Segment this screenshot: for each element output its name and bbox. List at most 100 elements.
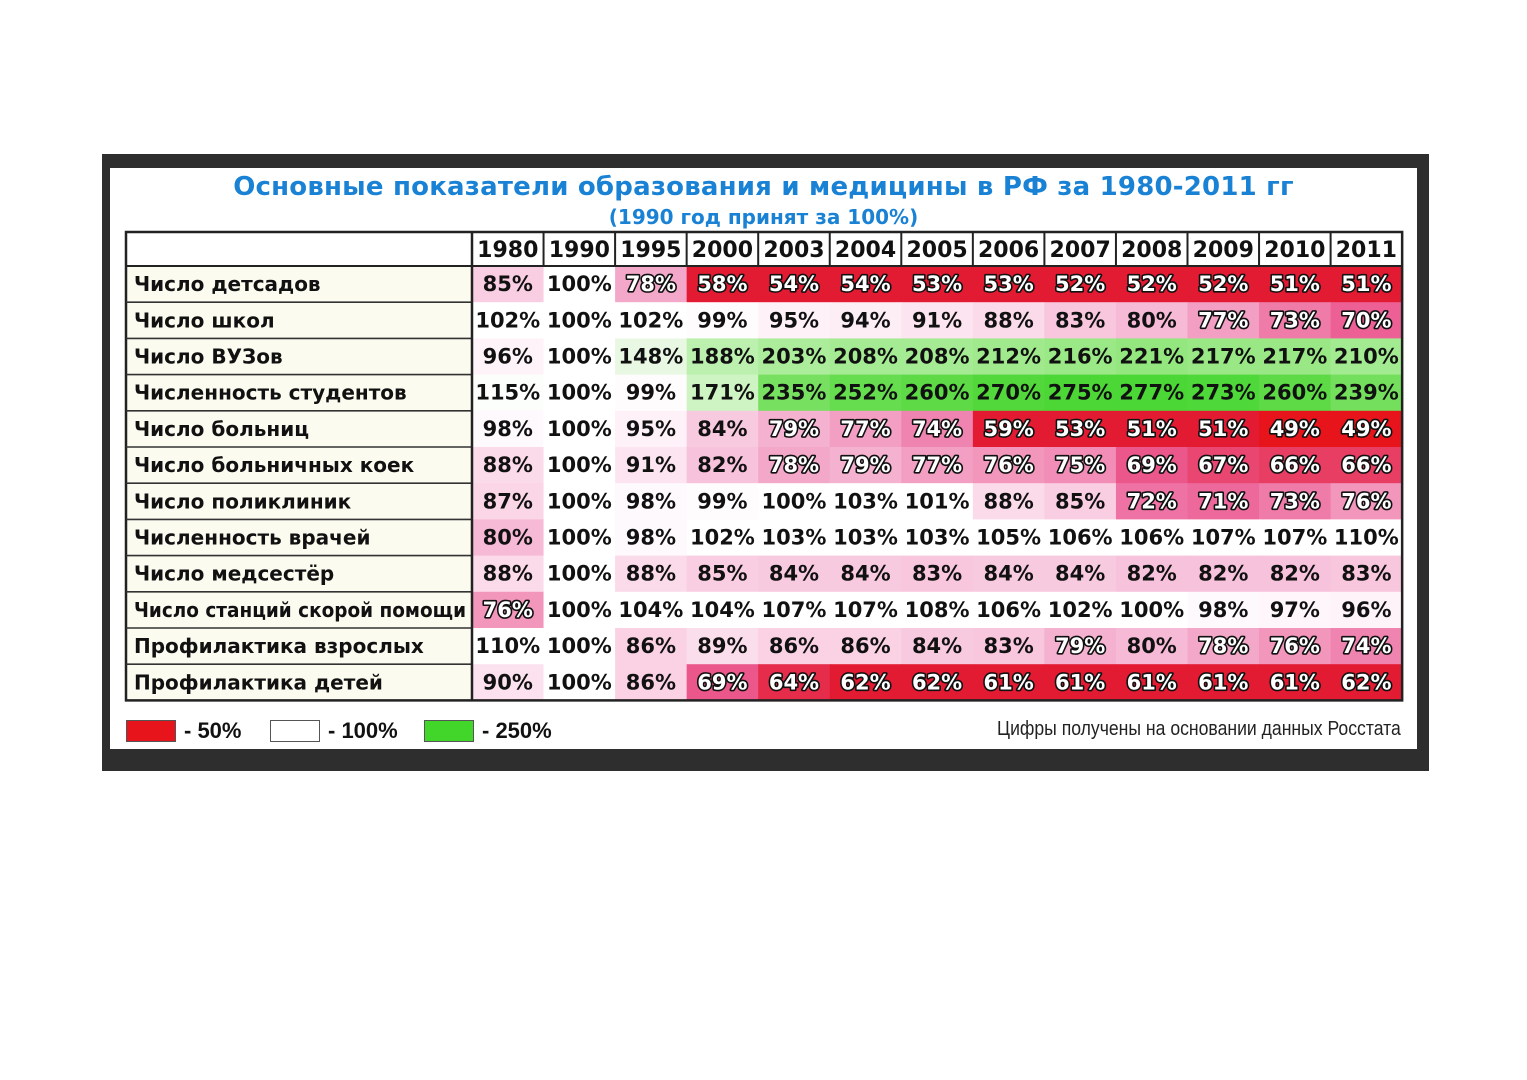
row-label-cell xyxy=(126,338,472,375)
value-label: 101% xyxy=(905,489,970,513)
value-cell-bg xyxy=(972,555,1045,593)
legend-swatch-green xyxy=(424,720,474,742)
value-cell-bg xyxy=(901,266,974,303)
value-label: 260% xyxy=(905,381,970,405)
row-label-cell xyxy=(126,410,472,447)
value-label: 54% xyxy=(840,272,890,296)
value-label: 83% xyxy=(983,634,1033,658)
value-label: 66% xyxy=(1341,453,1391,477)
row-label: Число медсестёр xyxy=(134,562,334,586)
value-label: 84% xyxy=(697,417,747,441)
value-label: 106% xyxy=(1119,526,1184,550)
value-label: 91% xyxy=(912,308,962,332)
value-label: 78% xyxy=(626,272,676,296)
value-cell-bg xyxy=(1187,555,1260,593)
value-cell-bg xyxy=(1187,591,1260,629)
row-label: Число больниц xyxy=(134,417,309,441)
value-cell-bg xyxy=(1187,302,1260,339)
value-cell-bg xyxy=(543,338,616,376)
value-label: 235% xyxy=(762,381,827,405)
value-cell-bg xyxy=(901,664,974,701)
value-cell-bg xyxy=(829,628,902,665)
value-label: 64% xyxy=(769,670,819,694)
value-cell-bg xyxy=(972,410,1045,448)
value-cell-bg xyxy=(1044,266,1117,303)
value-label: 208% xyxy=(833,345,898,369)
value-cell-bg xyxy=(1259,447,1332,484)
value-cell-bg xyxy=(686,447,759,484)
value-cell-bg xyxy=(615,483,688,520)
value-cell-bg xyxy=(901,519,974,557)
value-label: 188% xyxy=(690,345,755,369)
value-cell-bg xyxy=(972,338,1045,376)
value-label: 54% xyxy=(769,272,819,296)
value-cell-bg xyxy=(1115,483,1188,520)
value-cell-bg xyxy=(972,591,1045,629)
value-label: 221% xyxy=(1119,345,1184,369)
value-label: 106% xyxy=(976,598,1041,622)
value-label: 88% xyxy=(483,562,533,586)
value-label: 171% xyxy=(690,381,755,405)
value-label: 100% xyxy=(762,489,827,513)
value-cell-bg xyxy=(1044,483,1117,520)
value-label: 70% xyxy=(1341,308,1391,332)
value-label: 82% xyxy=(1270,562,1320,586)
value-cell-bg xyxy=(686,555,759,593)
value-label: 85% xyxy=(483,272,533,296)
value-cell-bg xyxy=(972,447,1045,484)
value-label: 108% xyxy=(905,598,970,622)
row-label: Численность врачей xyxy=(134,526,370,550)
row-label-cell xyxy=(126,628,472,665)
value-cell-bg xyxy=(829,374,902,412)
value-label: 76% xyxy=(1270,634,1320,658)
value-label: 110% xyxy=(475,634,540,658)
value-label: 74% xyxy=(1341,634,1391,658)
value-label: 210% xyxy=(1334,345,1399,369)
value-cell-bg xyxy=(543,664,616,701)
legend-label-green: - 250% xyxy=(482,718,552,743)
value-cell-bg xyxy=(1259,519,1332,557)
value-label: 102% xyxy=(1048,598,1113,622)
value-cell-bg xyxy=(1259,374,1332,412)
value-cell-bg xyxy=(543,447,616,484)
year-label: 2004 xyxy=(835,238,896,263)
value-label: 82% xyxy=(1127,562,1177,586)
value-cell-bg xyxy=(829,338,902,376)
value-label: 52% xyxy=(1127,272,1177,296)
value-cell-bg xyxy=(615,591,688,629)
row-label-cell xyxy=(126,266,472,303)
value-label: 106% xyxy=(1048,526,1113,550)
value-cell-bg xyxy=(972,483,1045,520)
value-cell-bg xyxy=(686,410,759,448)
value-label: 203% xyxy=(762,345,827,369)
value-label: 98% xyxy=(626,489,676,513)
value-label: 212% xyxy=(976,345,1041,369)
value-label: 79% xyxy=(769,417,819,441)
value-label: 51% xyxy=(1198,417,1248,441)
year-label: 2006 xyxy=(978,238,1039,263)
chart-frame: Основные показатели образования и медици… xyxy=(102,154,1429,771)
value-cell-bg xyxy=(615,447,688,484)
value-label: 77% xyxy=(912,453,962,477)
value-label: 100% xyxy=(547,489,612,513)
value-label: 80% xyxy=(1127,308,1177,332)
value-cell-bg xyxy=(1259,410,1332,448)
value-cell-bg xyxy=(1187,447,1260,484)
value-label: 100% xyxy=(1119,598,1184,622)
chart-title: Основные показатели образования и медици… xyxy=(233,172,1294,202)
value-label: 102% xyxy=(475,308,540,332)
value-cell-bg xyxy=(1259,555,1332,593)
value-label: 73% xyxy=(1270,489,1320,513)
value-cell-bg xyxy=(829,555,902,593)
value-cell-bg xyxy=(472,302,545,339)
value-label: 80% xyxy=(1127,634,1177,658)
value-label: 94% xyxy=(840,308,890,332)
value-cell-bg xyxy=(1330,628,1403,665)
value-cell-bg xyxy=(1259,664,1332,701)
value-cell-bg xyxy=(1115,447,1188,484)
year-label: 1990 xyxy=(549,238,610,263)
value-cell-bg xyxy=(686,483,759,520)
value-label: 84% xyxy=(912,634,962,658)
value-cell-bg xyxy=(1330,338,1403,376)
value-label: 86% xyxy=(840,634,890,658)
